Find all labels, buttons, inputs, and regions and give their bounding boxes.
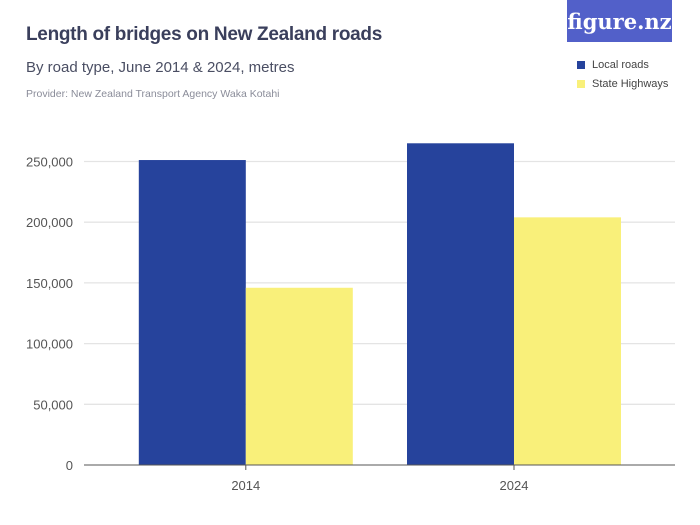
legend-label: State Highways <box>592 77 669 90</box>
legend-label: Local roads <box>592 58 649 71</box>
legend-item-state-highways: State Highways <box>577 74 668 93</box>
bar-state-highways-2024 <box>514 217 621 465</box>
provider-text: Provider: New Zealand Transport Agency W… <box>26 88 280 100</box>
bar-local-roads-2014 <box>138 160 246 465</box>
y-tick-label: 0 <box>66 458 73 473</box>
bar-state-highways-2014 <box>245 287 353 465</box>
y-tick-label: 50,000 <box>33 397 73 412</box>
legend-swatch <box>577 60 585 69</box>
legend-swatch <box>577 79 585 88</box>
y-tick-label: 200,000 <box>26 215 73 230</box>
figure-nz-logo[interactable]: figure.nz <box>567 0 672 42</box>
chart-subtitle: By road type, June 2014 & 2024, metres <box>26 59 295 76</box>
x-tick-label: 2024 <box>500 478 529 493</box>
y-tick-label: 100,000 <box>26 337 73 352</box>
y-tick-label: 150,000 <box>26 276 73 291</box>
legend-item-local-roads: Local roads <box>577 55 668 74</box>
legend: Local roads State Highways <box>577 55 668 93</box>
y-tick-label: 250,000 <box>26 155 73 170</box>
chart-title: Length of bridges on New Zealand roads <box>26 24 382 45</box>
x-tick-label: 2014 <box>231 478 260 493</box>
bar-local-roads-2024 <box>407 143 514 466</box>
